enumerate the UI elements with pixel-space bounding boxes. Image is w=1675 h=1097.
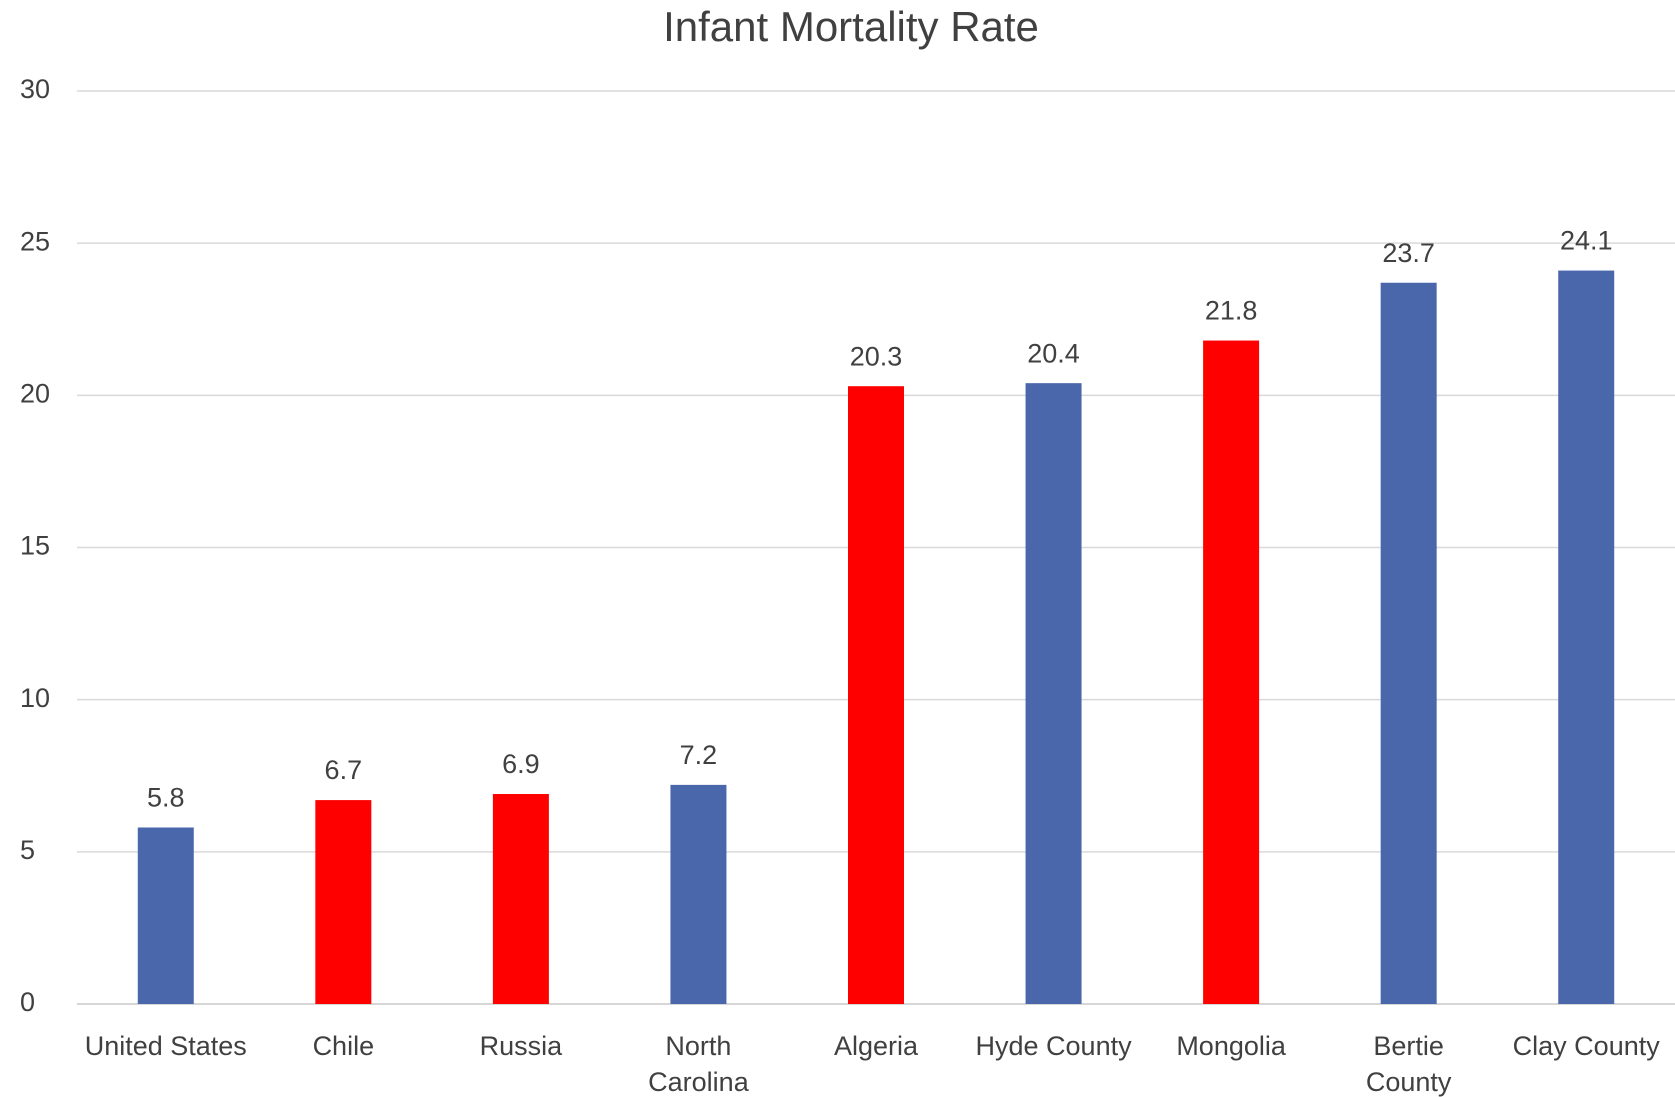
x-tick-label: Russia — [479, 1031, 563, 1061]
x-tick-label: Bertie County — [1365, 1031, 1452, 1097]
data-label: 7.2 — [680, 740, 718, 770]
bar — [492, 794, 549, 1004]
data-label: 23.7 — [1382, 238, 1435, 268]
bar — [848, 386, 904, 1004]
x-tick-label: Chile — [312, 1031, 375, 1061]
bar — [315, 800, 372, 1004]
bar — [1025, 383, 1082, 1004]
bar — [1380, 282, 1437, 1005]
data-label: 24.1 — [1560, 226, 1613, 256]
bar — [1558, 270, 1615, 1005]
data-label: 20.4 — [1027, 338, 1080, 368]
x-tick-label: United States — [84, 1031, 247, 1061]
bar — [137, 827, 194, 1004]
y-tick-label: 30 — [20, 74, 50, 104]
y-tick-label: 5 — [20, 835, 35, 865]
x-tick-label: Clay County — [1512, 1031, 1660, 1061]
y-tick-label: 25 — [20, 226, 50, 256]
data-label: 6.9 — [502, 749, 540, 779]
y-tick-label: 20 — [20, 378, 50, 408]
data-label: 21.8 — [1205, 296, 1258, 326]
x-tick-label: North Carolina — [648, 1031, 749, 1097]
data-label: 6.7 — [325, 755, 363, 785]
y-tick-label: 10 — [20, 683, 50, 713]
data-label: 5.8 — [147, 783, 185, 813]
y-tick-label: 15 — [20, 531, 50, 561]
x-tick-label: Mongolia — [1176, 1031, 1286, 1061]
x-tick-label: Hyde County — [975, 1031, 1132, 1061]
x-tick-label: Algeria — [833, 1031, 919, 1061]
data-label: 20.3 — [850, 341, 903, 371]
y-tick-label: 0 — [20, 987, 35, 1017]
bar — [1203, 340, 1260, 1004]
bar — [670, 784, 727, 1004]
chart-title: Infant Mortality Rate — [663, 3, 1039, 50]
